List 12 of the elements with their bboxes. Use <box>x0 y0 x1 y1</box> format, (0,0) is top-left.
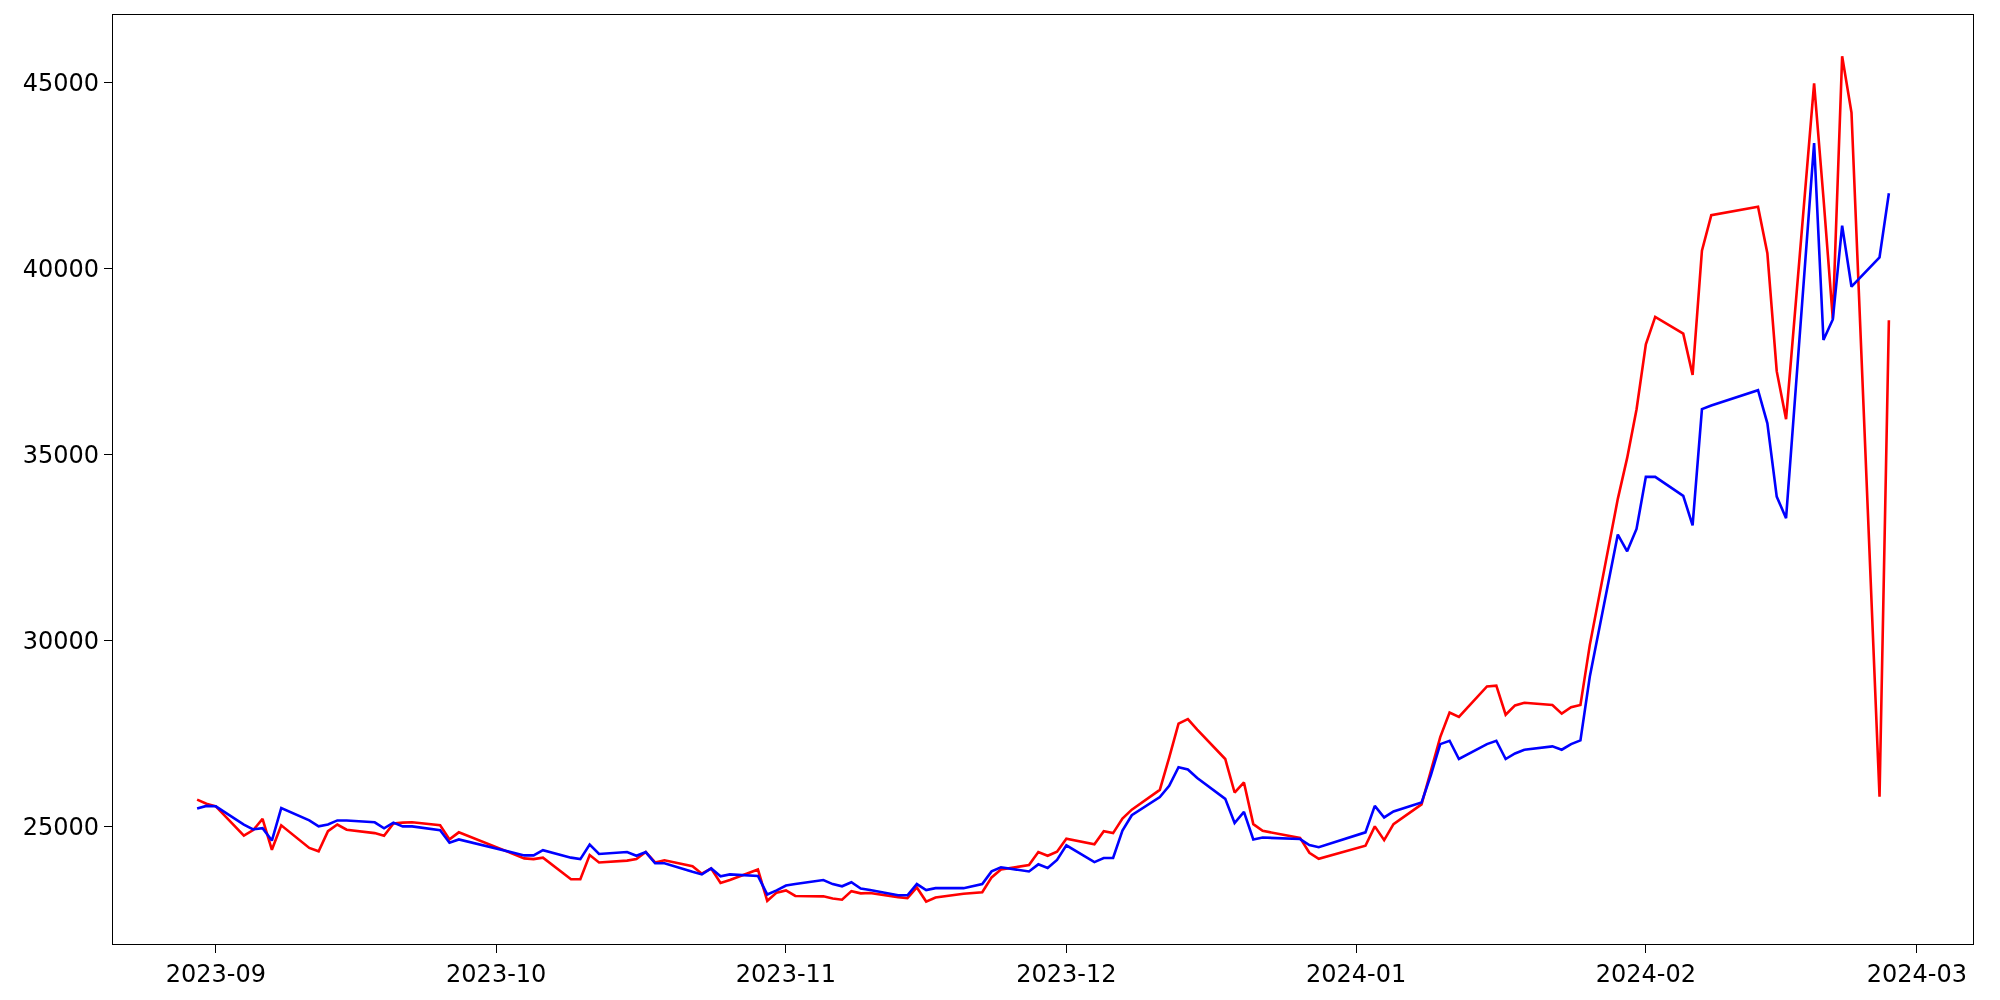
x-tick-label: 2023-12 <box>1016 959 1117 988</box>
x-tick-label: 2024-03 <box>1866 959 1968 988</box>
y-tick-label: 45000 <box>22 68 100 97</box>
y-tick-label: 40000 <box>22 254 100 283</box>
y-tick-label: 30000 <box>22 627 100 656</box>
x-tick-label: 2023-09 <box>165 959 266 988</box>
y-tick-label: 35000 <box>22 440 100 469</box>
x-tick-label: 2024-01 <box>1305 959 1407 988</box>
x-tick-label: 2024-02 <box>1595 959 1696 988</box>
x-tick-label: 2023-11 <box>735 959 837 988</box>
x-tick-label: 2023-10 <box>446 959 547 988</box>
y-tick-label: 25000 <box>22 813 100 842</box>
